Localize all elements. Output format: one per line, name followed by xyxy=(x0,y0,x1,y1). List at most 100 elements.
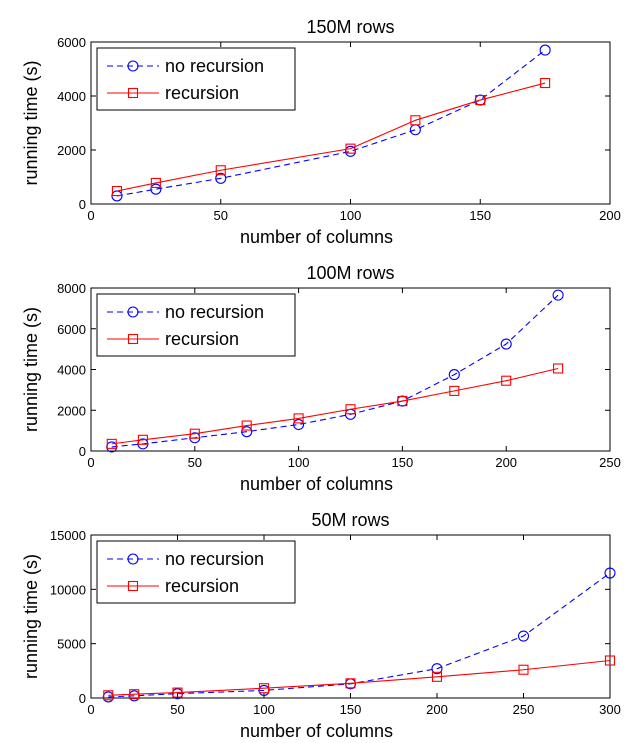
data-point xyxy=(552,289,564,301)
legend-box xyxy=(96,293,296,357)
x-tick-label: 200 xyxy=(426,702,448,717)
legend-label: no recursion xyxy=(165,549,264,569)
data-point xyxy=(258,683,270,694)
data-point xyxy=(475,95,486,106)
data-point xyxy=(293,413,304,424)
legend-box xyxy=(96,47,296,111)
data-point xyxy=(539,44,551,56)
y-tick-label: 8000 xyxy=(57,281,86,296)
x-tick-label: 200 xyxy=(495,455,517,470)
data-point xyxy=(241,420,252,431)
legend-marker-swatch xyxy=(127,306,139,318)
data-point xyxy=(189,428,200,439)
y-tick-label: 4000 xyxy=(57,363,86,378)
x-tick-label: 250 xyxy=(513,702,535,717)
data-point xyxy=(293,418,305,431)
data-point xyxy=(103,690,114,701)
y-axis-title: running time (s) xyxy=(21,554,41,679)
data-point xyxy=(518,664,529,675)
x-tick-label: 250 xyxy=(599,455,621,470)
y-tick-label: 15000 xyxy=(50,528,86,543)
data-point xyxy=(215,165,226,176)
y-tick-label: 6000 xyxy=(57,35,86,50)
data-point xyxy=(215,172,227,184)
data-point xyxy=(500,338,512,350)
data-point xyxy=(410,115,421,126)
data-point xyxy=(553,363,564,374)
chart-title: 150M rows xyxy=(306,17,394,37)
x-tick-label: 200 xyxy=(599,208,621,223)
x-tick-label: 50 xyxy=(214,208,228,223)
data-point xyxy=(345,143,356,154)
legend-marker-swatch xyxy=(127,580,139,592)
x-tick-label: 50 xyxy=(188,455,202,470)
x-tick-label: 0 xyxy=(87,455,94,470)
legend-marker-swatch xyxy=(127,87,139,99)
legend-label: no recursion xyxy=(165,302,264,322)
y-tick-label: 0 xyxy=(79,691,86,706)
y-tick-label: 2000 xyxy=(57,143,86,158)
y-tick-label: 0 xyxy=(79,197,86,212)
legend-label: recursion xyxy=(165,329,239,349)
series-line xyxy=(111,294,559,448)
chart-panel: 100M rows 0 50 100 150 200 250 0 2000 4000 6000 800… xyxy=(21,263,621,494)
legend-label: recursion xyxy=(165,83,239,103)
legend-box xyxy=(96,540,296,604)
x-tick-label: 150 xyxy=(469,208,491,223)
chart-title: 50M rows xyxy=(311,510,389,530)
x-axis-title: number of columns xyxy=(240,474,393,494)
x-tick-label: 100 xyxy=(288,455,310,470)
data-point xyxy=(431,671,443,682)
data-point xyxy=(604,567,616,579)
series-line xyxy=(108,572,611,698)
y-tick-label: 5000 xyxy=(57,637,86,652)
y-axis-title: running time (s) xyxy=(21,307,41,432)
legend-label: no recursion xyxy=(165,56,264,76)
chart-title: 100M rows xyxy=(306,263,394,283)
legend: no recursion recursion xyxy=(96,293,296,357)
legend-marker-swatch xyxy=(127,60,139,72)
legend: no recursion recursion xyxy=(96,47,296,111)
x-tick-label: 300 xyxy=(599,702,621,717)
data-point xyxy=(172,687,183,698)
y-tick-label: 6000 xyxy=(57,322,86,337)
data-point xyxy=(345,404,356,415)
x-tick-label: 0 xyxy=(87,208,94,223)
y-tick-label: 0 xyxy=(79,444,86,459)
legend: no recursion recursion xyxy=(96,540,296,604)
x-tick-label: 150 xyxy=(392,455,414,470)
data-point xyxy=(604,655,616,666)
data-point xyxy=(501,375,512,386)
series-line xyxy=(116,82,546,192)
data-point xyxy=(106,438,117,449)
series-line xyxy=(108,659,611,696)
y-tick-label: 2000 xyxy=(57,403,86,418)
data-point xyxy=(111,185,122,197)
series-line xyxy=(111,367,559,445)
x-axis-title: number of columns xyxy=(240,227,393,247)
x-tick-label: 150 xyxy=(340,702,362,717)
x-tick-label: 100 xyxy=(340,208,362,223)
x-tick-label: 50 xyxy=(170,702,184,717)
y-tick-label: 10000 xyxy=(50,582,86,597)
series-recursion xyxy=(106,363,564,449)
legend-marker-swatch xyxy=(127,553,139,565)
chart-panel: 50M rows 0 50 100 150 200 250 300 0 5000 10000 1500… xyxy=(21,510,621,741)
x-axis-title: number of columns xyxy=(240,721,393,741)
data-point xyxy=(150,183,162,195)
series-recursion xyxy=(111,77,551,197)
data-point xyxy=(540,77,551,89)
data-point xyxy=(448,369,460,381)
data-point xyxy=(241,426,253,438)
x-tick-label: 0 xyxy=(87,702,94,717)
series-recursion xyxy=(103,655,616,701)
data-point xyxy=(517,630,530,642)
data-point xyxy=(129,689,140,700)
data-point xyxy=(345,678,356,689)
data-point xyxy=(137,434,148,445)
x-tick-label: 100 xyxy=(253,702,275,717)
data-point xyxy=(150,177,161,188)
y-axis-title: running time (s) xyxy=(21,60,41,185)
